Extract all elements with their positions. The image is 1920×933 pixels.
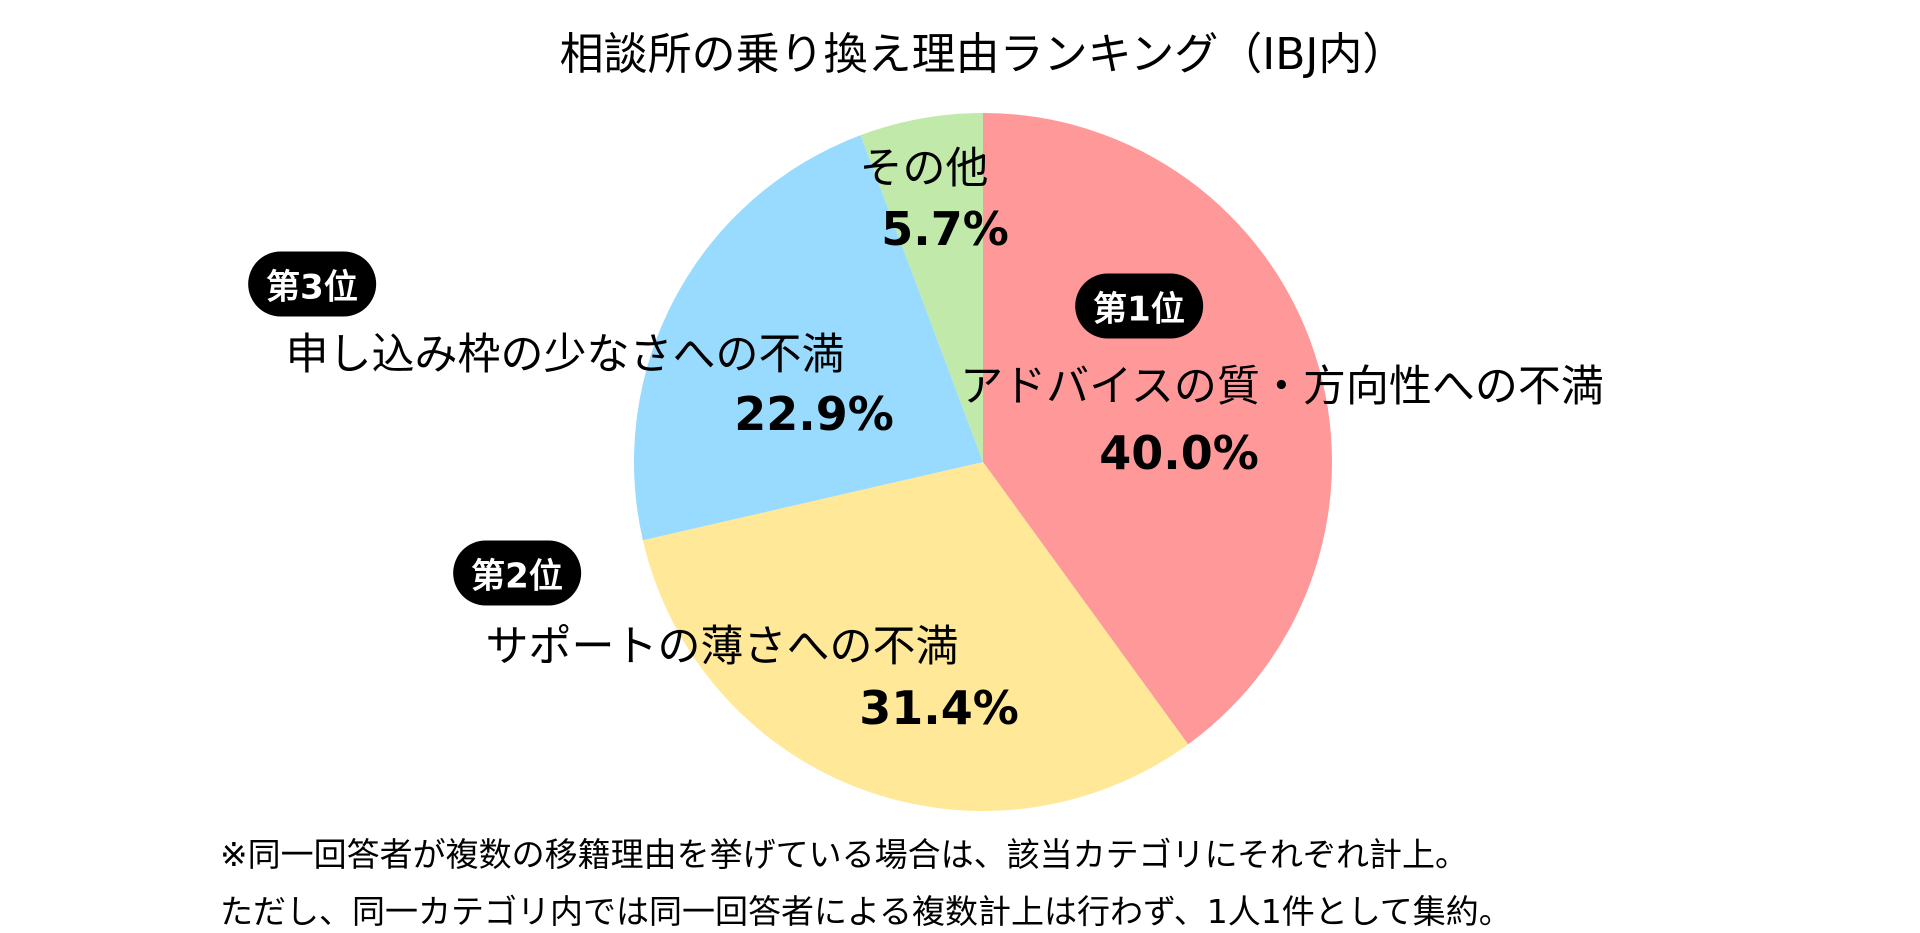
data-label-4: 5.7% xyxy=(881,202,1009,256)
slice-label-2: サポートの薄さへの不満 xyxy=(485,622,959,672)
rank-badge-3: 第3位 xyxy=(248,251,376,317)
data-label-1: 40.0% xyxy=(1099,426,1259,480)
pie-slice-4 xyxy=(860,113,983,462)
slice-label-4: その他 xyxy=(859,144,989,194)
chart-title: 相談所の乗り換え理由ランキング（IBJ内） xyxy=(559,29,1407,80)
rank-badge-2: 第2位 xyxy=(453,540,581,606)
data-label-2: 31.4% xyxy=(859,681,1019,735)
pie-slice-2 xyxy=(642,462,1189,811)
data-label-3: 22.9% xyxy=(734,387,894,441)
footnote-line-1: ※同一回答者が複数の移籍理由を挙げている場合は、該当カテゴリにそれぞれ計上。 xyxy=(220,835,1468,874)
slice-label-1: アドバイスの質・方向性への不満 xyxy=(960,362,1604,412)
pie-slice-3 xyxy=(634,135,983,541)
pie-slice-1 xyxy=(983,113,1333,745)
footnote-line-2: ただし、同一カテゴリ内では同一回答者による複数計上は行わず、1人1件として集約。 xyxy=(220,892,1512,931)
slice-label-3: 申し込み枠の少なさへの不満 xyxy=(285,330,845,380)
rank-badge-1: 第1位 xyxy=(1075,273,1203,339)
